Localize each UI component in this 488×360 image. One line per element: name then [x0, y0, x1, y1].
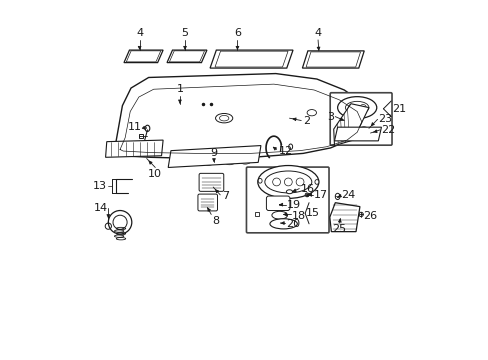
Ellipse shape — [335, 193, 339, 199]
Text: 20: 20 — [285, 219, 300, 229]
Ellipse shape — [113, 215, 127, 229]
Ellipse shape — [238, 155, 251, 164]
Ellipse shape — [215, 113, 232, 123]
Text: 15: 15 — [305, 208, 320, 218]
Ellipse shape — [271, 211, 287, 219]
Ellipse shape — [202, 156, 215, 165]
FancyBboxPatch shape — [199, 174, 224, 192]
Ellipse shape — [359, 127, 367, 131]
Text: 23: 23 — [378, 114, 392, 124]
Text: 19: 19 — [286, 201, 300, 211]
Ellipse shape — [264, 171, 311, 193]
Ellipse shape — [337, 96, 376, 118]
Text: 18: 18 — [292, 211, 306, 221]
Text: 14: 14 — [93, 203, 107, 213]
Ellipse shape — [108, 211, 132, 234]
Text: 10: 10 — [148, 169, 162, 179]
Text: 1: 1 — [176, 84, 183, 94]
Text: 7: 7 — [222, 192, 228, 202]
Text: 8: 8 — [212, 216, 219, 226]
Ellipse shape — [145, 125, 149, 131]
FancyBboxPatch shape — [329, 93, 391, 145]
Text: 17: 17 — [313, 190, 327, 200]
Text: 22: 22 — [380, 125, 394, 135]
Ellipse shape — [347, 104, 354, 111]
Polygon shape — [210, 50, 292, 68]
Polygon shape — [334, 127, 381, 141]
Ellipse shape — [272, 178, 280, 186]
Ellipse shape — [335, 207, 352, 230]
Text: 6: 6 — [233, 28, 241, 39]
Ellipse shape — [345, 102, 368, 114]
Polygon shape — [124, 50, 163, 63]
Text: 9: 9 — [210, 148, 217, 158]
Text: 3: 3 — [326, 112, 333, 122]
Polygon shape — [105, 140, 163, 157]
Ellipse shape — [306, 109, 316, 116]
Ellipse shape — [344, 129, 369, 139]
Ellipse shape — [284, 178, 292, 186]
Ellipse shape — [334, 131, 338, 136]
Polygon shape — [333, 104, 368, 145]
Text: 4: 4 — [314, 28, 321, 39]
FancyBboxPatch shape — [246, 167, 328, 233]
Ellipse shape — [258, 179, 262, 183]
FancyBboxPatch shape — [198, 194, 217, 211]
Ellipse shape — [269, 219, 297, 229]
Polygon shape — [167, 50, 206, 63]
Ellipse shape — [314, 180, 318, 184]
Ellipse shape — [296, 178, 304, 186]
Ellipse shape — [257, 166, 318, 198]
Ellipse shape — [305, 193, 308, 197]
Text: 12: 12 — [278, 146, 292, 156]
Ellipse shape — [358, 212, 363, 217]
Text: 26: 26 — [362, 211, 376, 221]
Polygon shape — [329, 203, 359, 231]
Text: 2: 2 — [303, 116, 310, 126]
Text: 24: 24 — [341, 190, 355, 200]
Ellipse shape — [359, 104, 366, 111]
Ellipse shape — [223, 156, 236, 165]
Polygon shape — [302, 51, 364, 68]
Polygon shape — [168, 145, 261, 167]
Text: 4: 4 — [136, 28, 143, 39]
Text: 13: 13 — [93, 181, 106, 191]
Text: 11: 11 — [128, 122, 142, 132]
Ellipse shape — [288, 144, 292, 149]
Text: 25: 25 — [331, 224, 346, 234]
Text: 16: 16 — [300, 184, 314, 194]
Polygon shape — [111, 73, 369, 158]
Ellipse shape — [181, 157, 194, 166]
Text: 21: 21 — [391, 104, 406, 114]
Text: 5: 5 — [181, 28, 188, 39]
FancyBboxPatch shape — [266, 196, 289, 211]
Ellipse shape — [286, 190, 292, 194]
